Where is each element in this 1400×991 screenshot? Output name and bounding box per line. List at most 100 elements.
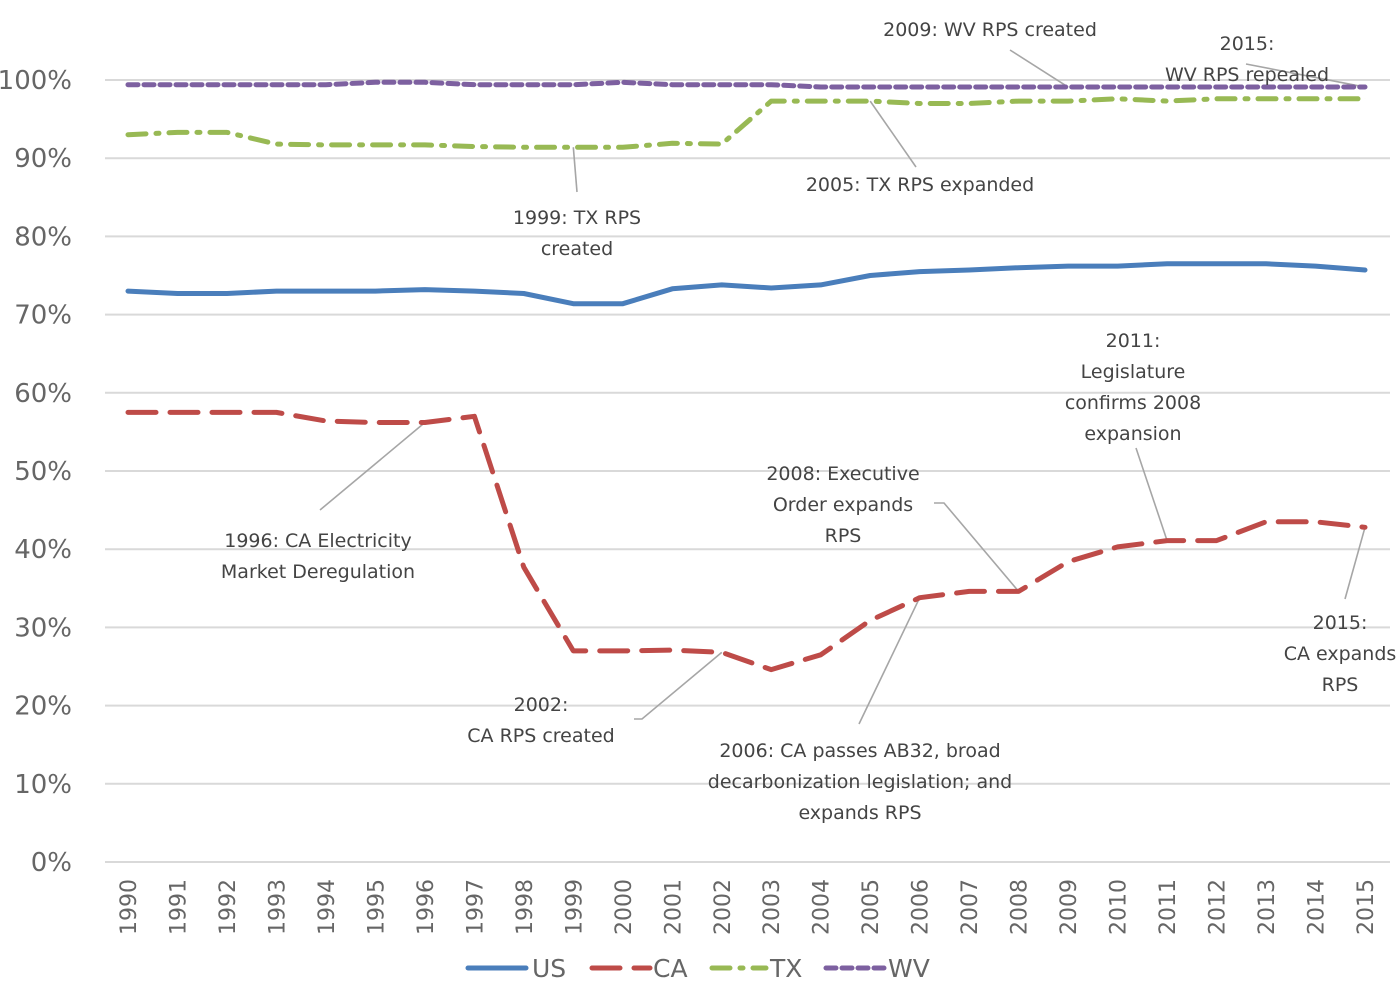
y-tick-label: 10% xyxy=(14,770,72,800)
annotation-text: expands RPS xyxy=(798,802,921,824)
annotation-leader xyxy=(1009,49,1069,88)
y-axis-ticks: 0% 10% 20% 30% 40% 50% 60% 70% 80% 90% 100% xyxy=(0,66,72,878)
annotation-ca-2006: 2006: CA passes AB32, broad decarbonizati… xyxy=(708,740,1012,824)
annotation-text: CA expands xyxy=(1284,643,1397,665)
annotation-leader xyxy=(869,100,917,168)
x-tick-label: 2000 xyxy=(612,879,637,935)
x-tick-label: 2015 xyxy=(1354,879,1379,935)
annotation-text: 2006: CA passes AB32, broad xyxy=(719,740,1000,762)
annotation-text: WV RPS repealed xyxy=(1165,64,1329,86)
annotation-text: decarbonization legislation; and xyxy=(708,771,1012,793)
annotation-text: 2015: xyxy=(1313,612,1368,634)
gridlines xyxy=(105,79,1390,863)
x-tick-label: 2005 xyxy=(859,879,884,935)
x-tick-label: 2011 xyxy=(1156,879,1181,935)
y-tick-label: 50% xyxy=(14,457,72,487)
x-tick-label: 2008 xyxy=(1008,879,1033,935)
y-tick-label: 80% xyxy=(14,222,72,252)
annotation-text: 2002: xyxy=(514,694,569,716)
y-tick-label: 70% xyxy=(14,301,72,331)
x-tick-label: 2004 xyxy=(810,879,835,935)
annotation-leaders xyxy=(319,49,1366,725)
series-line-ca xyxy=(125,409,1368,673)
x-tick-label: 2013 xyxy=(1255,879,1280,935)
x-tick-label: 1994 xyxy=(315,879,340,935)
y-tick-label: 30% xyxy=(14,613,72,643)
annotation-ca-2008: 2008: Executive Order expands RPS xyxy=(766,463,919,547)
annotation-text: 2011: xyxy=(1106,330,1161,352)
annotation-ca-1996: 1996: CA Electricity Market Deregulation xyxy=(221,530,415,583)
series-lines xyxy=(125,79,1368,673)
series-line-us xyxy=(125,261,1368,307)
annotation-text: expansion xyxy=(1084,423,1181,445)
x-tick-label: 1998 xyxy=(513,879,538,935)
annotation-text: 1999: TX RPS xyxy=(513,207,641,229)
x-tick-label: 1996 xyxy=(414,879,439,935)
annotation-leader xyxy=(319,421,426,511)
annotation-text: Market Deregulation xyxy=(221,561,415,583)
annotation-leader xyxy=(1135,447,1168,541)
annotation-leader xyxy=(634,651,723,720)
y-tick-label: 90% xyxy=(14,144,72,174)
x-tick-label: 1991 xyxy=(166,879,191,935)
annotation-tx-2005: 2005: TX RPS expanded xyxy=(806,174,1034,196)
annotation-text: 2008: Executive xyxy=(766,463,919,485)
series-line-tx xyxy=(125,96,1368,150)
annotation-text: 2009: WV RPS created xyxy=(883,19,1097,41)
annotation-text: 2015: xyxy=(1220,33,1275,55)
annotation-tx-1999: 1999: TX RPS created xyxy=(513,207,641,260)
annotation-leader xyxy=(858,597,921,725)
x-tick-label: 2001 xyxy=(661,879,686,935)
annotations: 1999: TX RPS created 2005: TX RPS expanded… xyxy=(221,19,1396,824)
annotation-wv-2015: 2015: WV RPS repealed xyxy=(1165,33,1329,86)
x-tick-label: 1997 xyxy=(463,879,488,935)
legend-item-us[interactable]: US xyxy=(465,954,566,983)
annotation-leader xyxy=(934,502,1020,592)
legend-label: WV xyxy=(888,954,930,983)
y-tick-label: 20% xyxy=(14,692,72,722)
x-tick-label: 1990 xyxy=(117,879,142,935)
x-tick-label: 2014 xyxy=(1305,879,1330,935)
x-tick-label: 1999 xyxy=(562,879,587,935)
annotation-leader xyxy=(572,147,578,193)
legend-item-ca[interactable]: CA xyxy=(589,954,688,983)
y-tick-label: 100% xyxy=(0,66,72,96)
annotation-leader xyxy=(1344,527,1366,600)
annotation-text: Legislature xyxy=(1081,361,1186,383)
x-tick-label: 1992 xyxy=(216,879,241,935)
legend-label: US xyxy=(532,954,566,983)
annotation-text: 2005: TX RPS expanded xyxy=(806,174,1034,196)
annotation-text: Order expands xyxy=(773,494,913,516)
x-tick-label: 2006 xyxy=(909,879,934,935)
annotation-wv-2009: 2009: WV RPS created xyxy=(883,19,1097,41)
series-line-wv xyxy=(125,79,1368,90)
annotation-text: 1996: CA Electricity xyxy=(224,530,411,552)
x-tick-label: 2003 xyxy=(760,879,785,935)
y-tick-label: 40% xyxy=(14,535,72,565)
x-tick-label: 2012 xyxy=(1206,879,1231,935)
legend-label: CA xyxy=(653,954,688,983)
annotation-leader xyxy=(1245,63,1366,88)
y-tick-label: 0% xyxy=(31,848,72,878)
annotation-ca-2002: 2002: CA RPS created xyxy=(467,694,614,747)
x-tick-label: 2009 xyxy=(1057,879,1082,935)
x-tick-label: 2002 xyxy=(711,879,736,935)
legend-label: TX xyxy=(769,954,802,983)
x-axis-ticks: 1990 1991 1992 1993 1994 1995 1996 1997 1998 1999… xyxy=(117,879,1379,935)
x-tick-label: 2010 xyxy=(1107,879,1132,935)
x-tick-label: 2007 xyxy=(958,879,983,935)
x-tick-label: 1995 xyxy=(364,879,389,935)
y-tick-label: 60% xyxy=(14,379,72,409)
annotation-ca-2011: 2011: Legislature confirms 2008 expansion xyxy=(1065,330,1201,445)
legend: US CA TX WV xyxy=(465,954,930,983)
annotation-text: created xyxy=(541,238,613,260)
x-tick-label: 1993 xyxy=(265,879,290,935)
annotation-text: CA RPS created xyxy=(467,725,614,747)
legend-item-tx[interactable]: TX xyxy=(709,954,802,983)
annotation-ca-2015: 2015: CA expands RPS xyxy=(1284,612,1397,696)
legend-item-wv[interactable]: WV xyxy=(823,954,930,983)
annotation-text: RPS xyxy=(1322,674,1359,696)
annotation-text: confirms 2008 xyxy=(1065,392,1201,414)
annotation-text: RPS xyxy=(825,525,862,547)
